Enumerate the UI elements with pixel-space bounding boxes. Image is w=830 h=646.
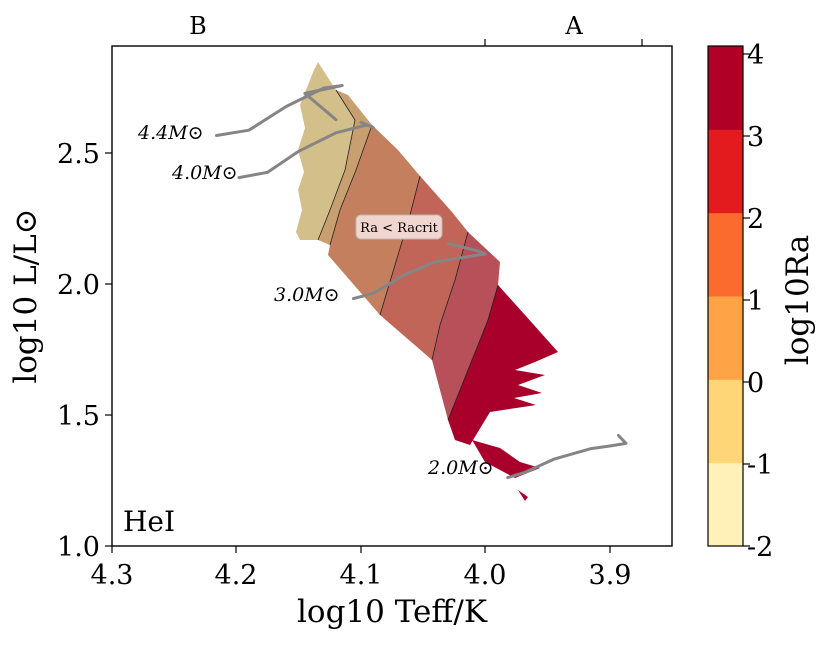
x-axis: [111, 546, 611, 553]
track-line-0: [215, 84, 344, 137]
contour-line-5: [447, 284, 499, 421]
top-axis: [484, 39, 643, 46]
colorbar-tick-label: 0: [747, 368, 764, 399]
colorbar-tick-label: 3: [747, 122, 764, 153]
contour-region: [296, 62, 558, 501]
colorbar-segment-4: [708, 129, 743, 214]
y-tick-label: 2.0: [57, 270, 100, 301]
x-tick-label: 4.2: [215, 560, 258, 591]
x-tick-label: 4.0: [464, 560, 507, 591]
colorbar-segment-0: [708, 462, 743, 547]
contour-line-3: [379, 175, 421, 316]
track-labels: 4.4M⊙ 4.0M⊙ 3.0M⊙ 2.0M⊙: [137, 122, 494, 479]
top-label-b: B: [189, 12, 207, 40]
annotation-text: Ra < Racrit: [360, 221, 438, 236]
x-tick-label: 3.9: [589, 560, 632, 591]
contour-line-2: [329, 124, 373, 246]
y-tick-label: 2.5: [57, 139, 100, 170]
track-line-1: [237, 120, 375, 180]
colorbar-segment-2: [708, 296, 743, 380]
y-tick-label: 1.0: [57, 532, 100, 563]
band-5c: [518, 490, 528, 501]
track-line-2: [351, 241, 487, 301]
y-axis-title: log10 L/L⊙: [8, 208, 44, 383]
colorbar-tick-label: -2: [747, 532, 773, 563]
colorbar-ticks: [743, 53, 750, 547]
colorbar-segment-5: [708, 46, 743, 130]
top-label-a: A: [564, 12, 583, 40]
track-line-3: [506, 434, 628, 480]
band-5b: [472, 440, 540, 478]
colorbar-segment-1: [708, 379, 743, 464]
track-label-3p0: 3.0M⊙: [274, 284, 340, 306]
colorbar-tick-label: 4: [747, 40, 764, 71]
colorbar-tick-label: 2: [747, 204, 764, 235]
contour-line-4: [431, 231, 469, 361]
colorbar-tick-label: 1: [747, 286, 764, 317]
track-label-4p0: 4.0M⊙: [171, 162, 238, 184]
colorbar-tick-label: -1: [747, 450, 773, 481]
x-axis-title: log10 Teff/K: [297, 594, 488, 630]
evolution-tracks: [215, 84, 628, 480]
colorbar-frame: [707, 45, 744, 547]
panel-label: HeI: [123, 505, 175, 538]
colorbar: [707, 45, 744, 547]
track-label-4p4: 4.4M⊙: [137, 122, 204, 144]
plot-frame: [111, 45, 673, 547]
contour-line-1: [317, 89, 356, 241]
x-tick-label: 4.1: [340, 560, 383, 591]
annotation-ra-crit: Ra < Racrit: [355, 214, 443, 240]
band-5: [448, 285, 558, 445]
y-tick-label: 1.5: [57, 401, 100, 432]
band-4: [432, 232, 500, 420]
x-tick-label: 4.3: [91, 560, 134, 591]
track-label-2p0: 2.0M⊙: [427, 457, 494, 479]
colorbar-segment-3: [708, 212, 743, 297]
y-axis: [105, 152, 112, 547]
colorbar-title: log10Ra: [780, 235, 816, 365]
band-0: [296, 62, 355, 240]
